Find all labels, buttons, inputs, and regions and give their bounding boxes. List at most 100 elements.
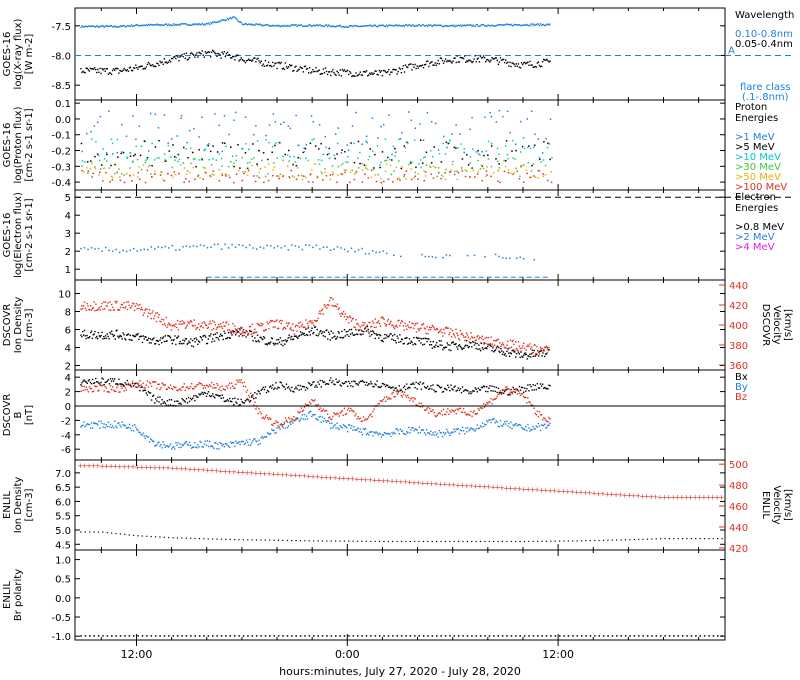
data-point bbox=[448, 333, 450, 336]
data-point bbox=[288, 418, 291, 420]
data-point bbox=[302, 71, 305, 73]
data-point: + bbox=[517, 485, 523, 493]
data-point bbox=[117, 335, 119, 337]
data-point bbox=[132, 385, 135, 388]
data-point bbox=[544, 353, 547, 355]
data-point bbox=[259, 246, 261, 248]
data-point bbox=[214, 324, 217, 326]
data-point bbox=[247, 334, 249, 336]
data-point bbox=[200, 382, 202, 385]
data-point bbox=[128, 534, 130, 536]
data-point bbox=[131, 180, 133, 182]
data-point bbox=[196, 52, 198, 54]
data-point bbox=[343, 635, 346, 637]
data-point bbox=[455, 412, 457, 415]
data-point bbox=[246, 162, 249, 164]
data-point bbox=[301, 323, 304, 326]
data-point bbox=[228, 337, 231, 339]
data-point bbox=[543, 141, 545, 143]
data-point bbox=[183, 340, 186, 342]
data-point bbox=[295, 540, 297, 542]
data-point bbox=[167, 324, 169, 326]
data-point bbox=[339, 412, 341, 414]
data-point bbox=[252, 59, 254, 61]
data-point bbox=[192, 158, 195, 160]
data-point bbox=[431, 434, 433, 436]
data-point bbox=[451, 24, 453, 27]
data-point bbox=[98, 26, 100, 29]
data-point bbox=[394, 396, 396, 398]
data-point bbox=[206, 23, 209, 25]
data-point bbox=[529, 353, 531, 356]
data-point bbox=[355, 429, 357, 431]
data-point bbox=[163, 24, 165, 26]
data-point bbox=[454, 57, 456, 59]
data-point bbox=[470, 332, 472, 334]
data-point bbox=[194, 56, 196, 58]
data-point bbox=[164, 159, 167, 161]
data-point bbox=[366, 432, 369, 435]
data-point bbox=[526, 388, 528, 390]
data-point bbox=[108, 72, 111, 74]
data-point bbox=[85, 424, 87, 426]
data-point bbox=[490, 165, 493, 168]
data-point bbox=[424, 156, 426, 158]
data-point bbox=[450, 384, 452, 386]
data-point bbox=[307, 382, 310, 384]
data-point bbox=[409, 63, 411, 65]
data-point bbox=[191, 324, 194, 327]
data-point bbox=[272, 169, 274, 171]
data-point bbox=[405, 170, 408, 172]
data-point bbox=[306, 327, 308, 330]
data-point: + bbox=[306, 472, 312, 480]
data-point bbox=[135, 145, 137, 148]
data-point bbox=[98, 335, 101, 337]
data-point bbox=[304, 147, 307, 150]
data-point: + bbox=[323, 474, 329, 482]
data-point bbox=[137, 171, 140, 174]
data-point bbox=[461, 170, 464, 172]
data-point bbox=[233, 325, 236, 327]
data-point bbox=[508, 23, 510, 26]
data-point bbox=[103, 26, 105, 28]
data-point bbox=[407, 394, 409, 397]
data-point bbox=[357, 25, 359, 27]
data-point bbox=[444, 388, 447, 390]
data-point bbox=[248, 396, 251, 398]
data-point bbox=[179, 402, 181, 404]
data-point bbox=[427, 635, 429, 637]
data-point bbox=[157, 442, 159, 444]
data-point bbox=[444, 153, 447, 155]
data-point bbox=[513, 63, 515, 65]
data-point bbox=[522, 345, 524, 347]
data-point bbox=[194, 399, 196, 402]
data-point bbox=[342, 25, 345, 28]
data-point bbox=[215, 336, 217, 339]
data-point bbox=[201, 445, 203, 448]
data-point bbox=[260, 336, 262, 339]
data-point bbox=[334, 73, 336, 75]
data-point bbox=[438, 412, 441, 414]
data-point bbox=[408, 426, 410, 429]
data-point bbox=[189, 385, 192, 388]
data-point bbox=[96, 153, 99, 156]
data-point bbox=[286, 325, 289, 327]
data-point bbox=[276, 175, 278, 177]
data-point bbox=[473, 410, 475, 412]
data-point bbox=[218, 124, 220, 127]
data-point bbox=[430, 173, 433, 176]
data-point bbox=[306, 387, 309, 390]
data-point bbox=[431, 347, 434, 349]
data-point bbox=[224, 243, 226, 246]
data-point bbox=[337, 413, 339, 415]
data-point bbox=[514, 23, 516, 26]
data-point bbox=[450, 171, 452, 173]
data-point bbox=[143, 248, 146, 251]
data-point bbox=[413, 327, 415, 330]
data-point bbox=[356, 333, 359, 336]
data-point bbox=[294, 66, 296, 68]
data-point bbox=[139, 24, 141, 27]
data-point bbox=[419, 406, 422, 408]
data-point bbox=[263, 65, 266, 67]
data-point bbox=[451, 341, 454, 344]
